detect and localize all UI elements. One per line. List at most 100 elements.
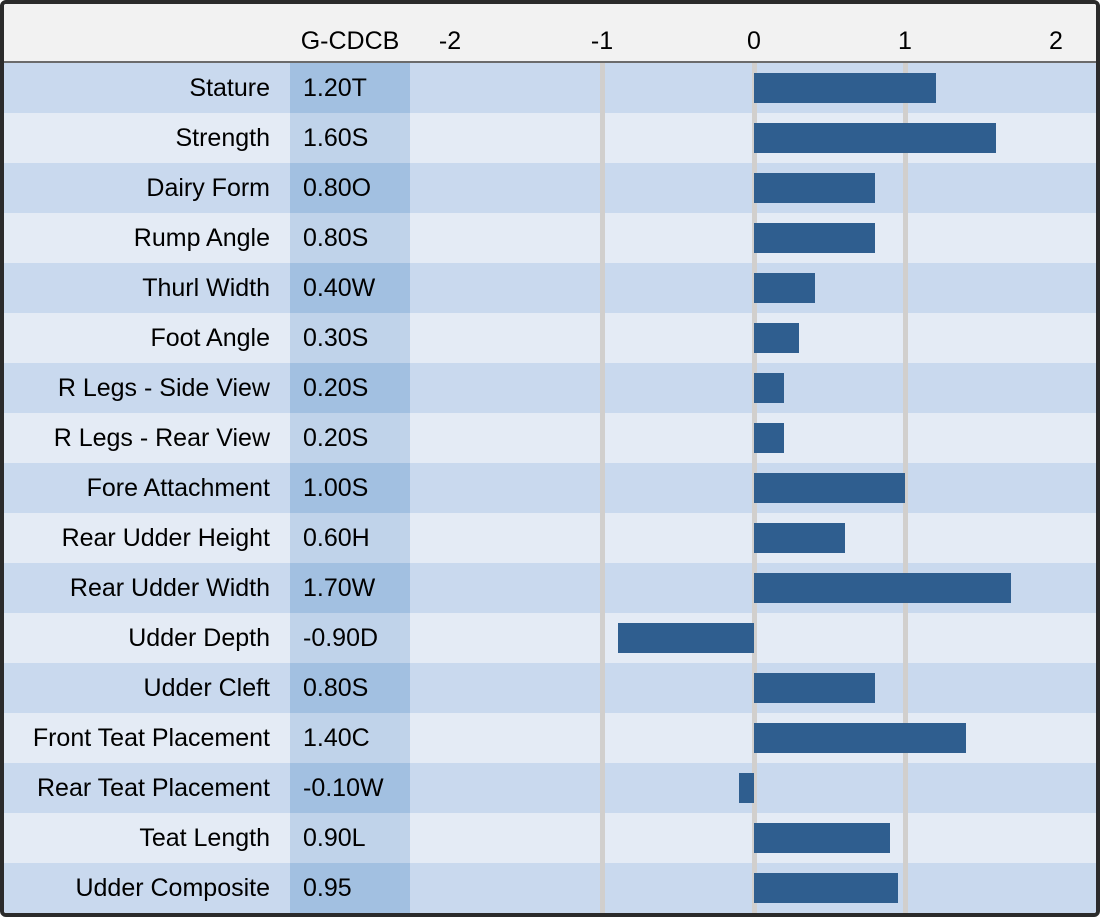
axis-tick-plus-2: 2 — [1049, 26, 1063, 55]
trait-bar — [617, 623, 754, 653]
trait-label: Foot Angle — [150, 323, 270, 352]
gridline-minus-1 — [600, 763, 605, 813]
gridline-plus-1 — [903, 163, 908, 213]
trait-label: Front Teat Placement — [32, 723, 270, 752]
gridline-minus-1 — [600, 113, 605, 163]
trait-bar-track — [410, 863, 1096, 913]
trait-value: 0.40W — [290, 263, 410, 313]
trait-label: Rear Udder Height — [61, 523, 270, 552]
gridline-minus-1 — [600, 863, 605, 913]
trait-bar — [754, 423, 785, 453]
trait-value: 1.40C — [290, 713, 410, 763]
value-column-header: G-CDCB — [300, 26, 400, 55]
gridline-plus-1 — [903, 513, 908, 563]
trait-row: Udder Depth -0.90D — [4, 613, 1096, 663]
trait-row: Rear Udder Width 1.70W — [4, 563, 1096, 613]
gridline-zero — [752, 613, 757, 663]
trait-label: Strength — [175, 123, 270, 152]
trait-bar-track — [410, 213, 1096, 263]
gridline-minus-1 — [600, 563, 605, 613]
gridline-minus-1 — [600, 263, 605, 313]
gridline-minus-1 — [600, 63, 605, 113]
trait-bar-track — [410, 513, 1096, 563]
trait-bar — [754, 323, 800, 353]
gridline-plus-1 — [903, 763, 908, 813]
trait-row: Dairy Form 0.80O — [4, 163, 1096, 213]
gridline-plus-1 — [903, 313, 908, 363]
trait-bar — [754, 573, 1012, 603]
axis-tick-zero: 0 — [747, 26, 761, 55]
gridline-minus-1 — [600, 463, 605, 513]
gridline-plus-1 — [903, 413, 908, 463]
trait-row: R Legs - Rear View 0.20S — [4, 413, 1096, 463]
trait-bar — [754, 123, 997, 153]
gridline-plus-1 — [903, 663, 908, 713]
trait-bar-track — [410, 113, 1096, 163]
trait-row: Rear Udder Height 0.60H — [4, 513, 1096, 563]
trait-value: 0.95 — [290, 863, 410, 913]
trait-label: Udder Composite — [75, 873, 270, 902]
trait-bar-track — [410, 163, 1096, 213]
gridline-minus-1 — [600, 313, 605, 363]
trait-row: Stature 1.20T — [4, 63, 1096, 113]
trait-bar-track — [410, 313, 1096, 363]
trait-value: 0.20S — [290, 413, 410, 463]
trait-label: Fore Attachment — [86, 473, 270, 502]
gridline-plus-1 — [903, 363, 908, 413]
trait-label: Thurl Width — [142, 273, 270, 302]
trait-value: -0.90D — [290, 613, 410, 663]
trait-label: Teat Length — [139, 823, 270, 852]
trait-value: 1.70W — [290, 563, 410, 613]
trait-value: 1.20T — [290, 63, 410, 113]
trait-bar-track — [410, 63, 1096, 113]
axis-tick-minus-1: -1 — [590, 26, 614, 55]
trait-value: -0.10W — [290, 763, 410, 813]
chart-header: G-CDCB -2 -1 0 1 2 — [4, 4, 1096, 63]
trait-bar-track — [410, 663, 1096, 713]
trait-bar-track — [410, 613, 1096, 663]
gridline-plus-1 — [903, 463, 908, 513]
trait-value: 0.80O — [290, 163, 410, 213]
gridline-minus-1 — [600, 813, 605, 863]
trait-value: 0.90L — [290, 813, 410, 863]
gridline-minus-1 — [600, 663, 605, 713]
trait-bar — [754, 273, 815, 303]
gridline-minus-1 — [600, 363, 605, 413]
gridline-minus-1 — [600, 213, 605, 263]
trait-label: Dairy Form — [146, 173, 270, 202]
trait-bar — [738, 773, 754, 803]
trait-bar-track — [410, 363, 1096, 413]
trait-bar-track — [410, 463, 1096, 513]
trait-label: R Legs - Side View — [57, 373, 270, 402]
trait-value: 0.30S — [290, 313, 410, 363]
axis-tick-minus-2: -2 — [438, 26, 462, 55]
trait-bar-track — [410, 763, 1096, 813]
gridline-minus-1 — [600, 713, 605, 763]
trait-bar — [754, 723, 966, 753]
gridline-plus-1 — [903, 863, 908, 913]
trait-bar — [754, 873, 898, 903]
gridline-minus-1 — [600, 413, 605, 463]
trait-bar — [754, 823, 891, 853]
trait-bar — [754, 673, 875, 703]
trait-bar-track — [410, 413, 1096, 463]
trait-row: Rear Teat Placement -0.10W — [4, 763, 1096, 813]
trait-label: Stature — [189, 73, 270, 102]
trait-bar — [754, 523, 845, 553]
trait-label: Rump Angle — [133, 223, 270, 252]
trait-bar — [754, 373, 785, 403]
gridline-minus-1 — [600, 163, 605, 213]
trait-label: Udder Cleft — [143, 673, 270, 702]
gridline-plus-1 — [903, 813, 908, 863]
axis-tick-plus-1: 1 — [898, 26, 912, 55]
trait-row: Teat Length 0.90L — [4, 813, 1096, 863]
gridline-minus-1 — [600, 613, 605, 663]
trait-value: 0.80S — [290, 213, 410, 263]
trait-value: 0.60H — [290, 513, 410, 563]
trait-row: Front Teat Placement 1.40C — [4, 713, 1096, 763]
trait-bar-track — [410, 813, 1096, 863]
trait-value: 1.60S — [290, 113, 410, 163]
trait-bar — [754, 173, 875, 203]
trait-label: R Legs - Rear View — [53, 423, 270, 452]
